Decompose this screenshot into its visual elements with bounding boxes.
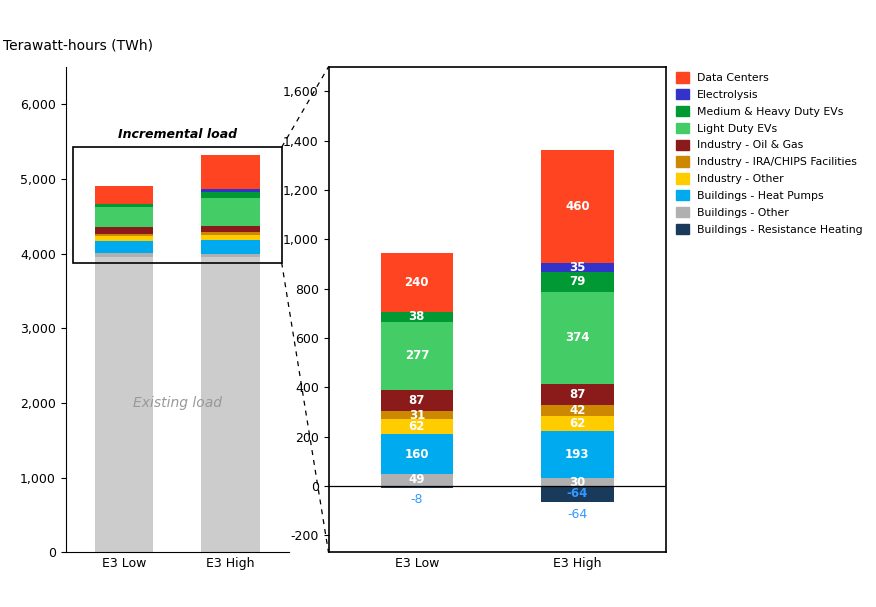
Bar [95, 207, 153, 228]
Bar [95, 204, 153, 207]
Text: Terawatt-hours (TWh): Terawatt-hours (TWh) [4, 38, 153, 52]
Bar [95, 228, 153, 234]
Bar [201, 254, 260, 257]
Text: 374: 374 [565, 331, 590, 344]
Text: 240: 240 [405, 276, 429, 289]
Bar [95, 253, 153, 257]
Text: 62: 62 [408, 420, 425, 433]
Bar [201, 236, 260, 240]
Bar [381, 312, 453, 322]
Bar [201, 232, 260, 236]
Bar [201, 240, 260, 254]
Bar [381, 412, 453, 419]
Legend: Data Centers, Electrolysis, Medium & Heavy Duty EVs, Light Duty EVs, Industry - : Data Centers, Electrolysis, Medium & Hea… [675, 72, 863, 235]
Bar [541, 272, 613, 291]
Text: 35: 35 [569, 261, 586, 274]
Bar [95, 186, 153, 204]
Text: 62: 62 [569, 416, 586, 430]
Bar [541, 405, 613, 416]
Bar [541, 291, 613, 384]
Bar [541, 263, 613, 272]
Bar [381, 486, 453, 488]
Bar [541, 150, 613, 263]
Bar [381, 253, 453, 312]
Bar [381, 473, 453, 486]
Bar [201, 189, 260, 192]
Text: Incremental load: Incremental load [118, 128, 237, 141]
Text: 277: 277 [405, 349, 429, 362]
Text: -8: -8 [411, 493, 423, 506]
Bar [201, 257, 260, 552]
Bar [95, 234, 153, 236]
Bar [381, 434, 453, 473]
Text: -64: -64 [567, 487, 588, 500]
Text: Existing load: Existing load [133, 396, 222, 410]
Bar [95, 257, 153, 552]
Bar [381, 419, 453, 434]
Bar [201, 226, 260, 232]
Text: -64: -64 [568, 507, 588, 521]
Text: 31: 31 [409, 409, 425, 422]
Bar [74, 148, 282, 262]
Bar [201, 155, 260, 189]
Text: 30: 30 [569, 476, 585, 489]
Bar [381, 322, 453, 390]
Text: 87: 87 [408, 394, 425, 407]
Text: 460: 460 [565, 200, 590, 213]
Text: 87: 87 [569, 388, 586, 401]
Text: 42: 42 [569, 404, 586, 417]
Bar [541, 431, 613, 478]
Bar [95, 236, 153, 241]
Bar [541, 486, 613, 501]
Bar [541, 478, 613, 486]
Text: 38: 38 [408, 310, 425, 324]
Text: 79: 79 [569, 276, 586, 288]
Bar [541, 384, 613, 405]
Text: 160: 160 [405, 447, 429, 461]
Bar [95, 241, 153, 253]
Text: 49: 49 [408, 473, 425, 486]
Bar [201, 192, 260, 198]
Bar [381, 390, 453, 412]
Bar [541, 416, 613, 431]
Bar [201, 198, 260, 226]
Text: 193: 193 [565, 448, 590, 461]
